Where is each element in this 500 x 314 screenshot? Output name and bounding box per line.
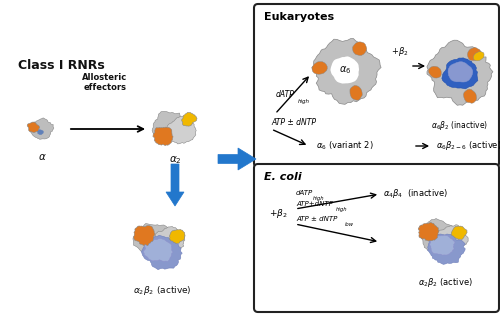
Polygon shape — [330, 57, 359, 84]
Text: ATP+dNTP: ATP+dNTP — [296, 201, 333, 207]
Text: $\alpha_2\beta_2$ (active): $\alpha_2\beta_2$ (active) — [418, 276, 472, 289]
Polygon shape — [182, 112, 197, 126]
Text: Eukaryotes: Eukaryotes — [264, 12, 334, 22]
Text: E. coli: E. coli — [264, 172, 302, 182]
Polygon shape — [144, 238, 173, 261]
Text: $\alpha_6\beta_{2-6}$ (active): $\alpha_6\beta_{2-6}$ (active) — [436, 139, 500, 153]
Text: high: high — [313, 196, 324, 201]
Text: dATP: dATP — [276, 90, 295, 99]
Text: high: high — [298, 99, 310, 104]
Text: $\alpha_2$: $\alpha_2$ — [168, 154, 181, 166]
Text: $\alpha$: $\alpha$ — [38, 152, 46, 162]
Polygon shape — [152, 111, 187, 142]
Text: $\alpha_6$: $\alpha_6$ — [339, 64, 351, 76]
Text: $\alpha_2\beta_2$ (active): $\alpha_2\beta_2$ (active) — [132, 284, 192, 297]
Polygon shape — [169, 230, 185, 244]
Polygon shape — [420, 219, 462, 255]
Text: +$\beta_2$: +$\beta_2$ — [268, 208, 287, 220]
Polygon shape — [38, 130, 44, 135]
Polygon shape — [430, 235, 455, 255]
Polygon shape — [134, 226, 155, 246]
Text: low: low — [345, 222, 354, 227]
Polygon shape — [166, 116, 196, 144]
Text: Class I RNRs: Class I RNRs — [18, 59, 105, 72]
Polygon shape — [150, 226, 185, 258]
Polygon shape — [30, 118, 54, 139]
Polygon shape — [428, 234, 466, 264]
Polygon shape — [427, 40, 493, 105]
Text: ATP ± dNTP: ATP ± dNTP — [271, 118, 316, 127]
Polygon shape — [142, 235, 182, 270]
Polygon shape — [428, 66, 442, 78]
Polygon shape — [352, 42, 367, 56]
Polygon shape — [418, 223, 439, 241]
Polygon shape — [27, 122, 40, 133]
Text: dATP: dATP — [296, 190, 313, 196]
Text: +$\beta_2$: +$\beta_2$ — [391, 46, 409, 58]
Text: Allosteric
effectors: Allosteric effectors — [82, 73, 128, 92]
FancyBboxPatch shape — [254, 4, 499, 167]
Polygon shape — [166, 164, 184, 206]
Polygon shape — [442, 58, 478, 89]
Polygon shape — [312, 62, 328, 74]
Text: $\alpha_6\beta_2$ (inactive): $\alpha_6\beta_2$ (inactive) — [432, 119, 488, 132]
Polygon shape — [448, 62, 472, 82]
Polygon shape — [468, 47, 480, 61]
Polygon shape — [464, 89, 476, 103]
FancyBboxPatch shape — [254, 164, 499, 312]
Text: $\alpha_4\beta_4$  (inactive): $\alpha_4\beta_4$ (inactive) — [383, 187, 448, 201]
Polygon shape — [474, 51, 484, 61]
Polygon shape — [452, 226, 467, 240]
Polygon shape — [153, 127, 173, 145]
Text: $\alpha_6$ (variant 2): $\alpha_6$ (variant 2) — [316, 140, 374, 152]
Polygon shape — [350, 85, 362, 100]
Polygon shape — [218, 148, 256, 170]
Text: high: high — [336, 207, 347, 212]
Polygon shape — [133, 224, 178, 258]
Text: ATP ± dNTP: ATP ± dNTP — [296, 216, 338, 222]
Polygon shape — [435, 225, 468, 252]
Polygon shape — [312, 39, 381, 104]
